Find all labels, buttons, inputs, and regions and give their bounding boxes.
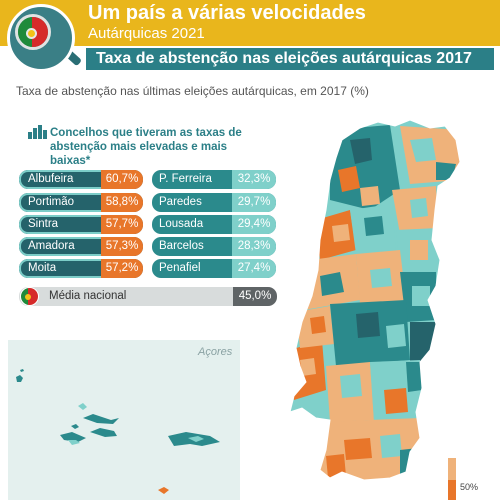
municipality-name: Lousada <box>159 218 204 230</box>
azores-islands <box>16 369 220 494</box>
abstention-value: 60,7% <box>101 170 143 189</box>
ranking-row-high: Albufeira 60,7% <box>19 170 143 189</box>
ranking-row-high: Amadora 57,3% <box>19 237 143 256</box>
azores-label: Açores <box>198 346 233 358</box>
national-average-row: Média nacional 45,0% <box>19 287 277 306</box>
ranking-row-low: Lousada 29,4% <box>152 215 276 234</box>
municipality-name: Paredes <box>159 196 202 208</box>
abstention-value: 58,8% <box>101 193 143 212</box>
abstention-value: 57,7% <box>101 215 143 234</box>
ranking-row-high: Portimão 58,8% <box>19 193 143 212</box>
page-subtitle: Autárquicas 2021 <box>88 25 205 42</box>
municipality-name: Barcelos <box>159 240 204 252</box>
municipality-name: Portimão <box>19 193 101 212</box>
header-bar <box>0 0 500 46</box>
map-description: Taxa de abstenção nas últimas eleições a… <box>16 84 369 98</box>
legend-label: 50% <box>460 482 479 492</box>
abstention-value: 28,3% <box>232 237 276 256</box>
legend-swatch <box>448 480 456 500</box>
section-banner: Taxa de abstenção nas eleições autárquic… <box>86 48 494 70</box>
abstention-value: 29,7% <box>232 193 276 212</box>
ranking-row-low: Penafiel 27,4% <box>152 259 276 278</box>
abstention-value: 29,4% <box>232 215 276 234</box>
national-average-label: Média nacional <box>49 290 127 302</box>
municipality-name: P. Ferreira <box>159 173 212 185</box>
legend-swatch <box>448 458 456 480</box>
portugal-flag-magnifier-icon <box>15 14 51 50</box>
map-regions <box>290 120 460 480</box>
page-title: Um país a várias velocidades <box>88 2 366 24</box>
ranking-row-low: Paredes 29,7% <box>152 193 276 212</box>
municipality-name: Moita <box>19 259 101 278</box>
national-average-value: 45,0% <box>233 287 277 306</box>
municipality-name: Sintra <box>19 215 101 234</box>
ranking-row-low: Barcelos 28,3% <box>152 237 276 256</box>
portugal-flag-icon <box>20 287 39 306</box>
abstention-value: 32,3% <box>232 170 276 189</box>
abstention-value: 57,3% <box>101 237 143 256</box>
ranking-title: Concelhos que tiveram as taxas de absten… <box>50 127 242 167</box>
municipality-name: Albufeira <box>19 170 101 189</box>
municipality-name: Amadora <box>19 237 101 256</box>
ranking-row-high: Sintra 57,7% <box>19 215 143 234</box>
abstention-value: 57,2% <box>101 259 143 278</box>
ranking-row-high: Moita 57,2% <box>19 259 143 278</box>
abstention-value: 27,4% <box>232 259 276 278</box>
municipality-name: Penafiel <box>159 262 201 274</box>
azores-inset <box>8 340 240 500</box>
ranking-row-low: P. Ferreira 32,3% <box>152 170 276 189</box>
bar-chart-icon <box>28 125 47 139</box>
portugal-mainland-map <box>289 119 461 500</box>
